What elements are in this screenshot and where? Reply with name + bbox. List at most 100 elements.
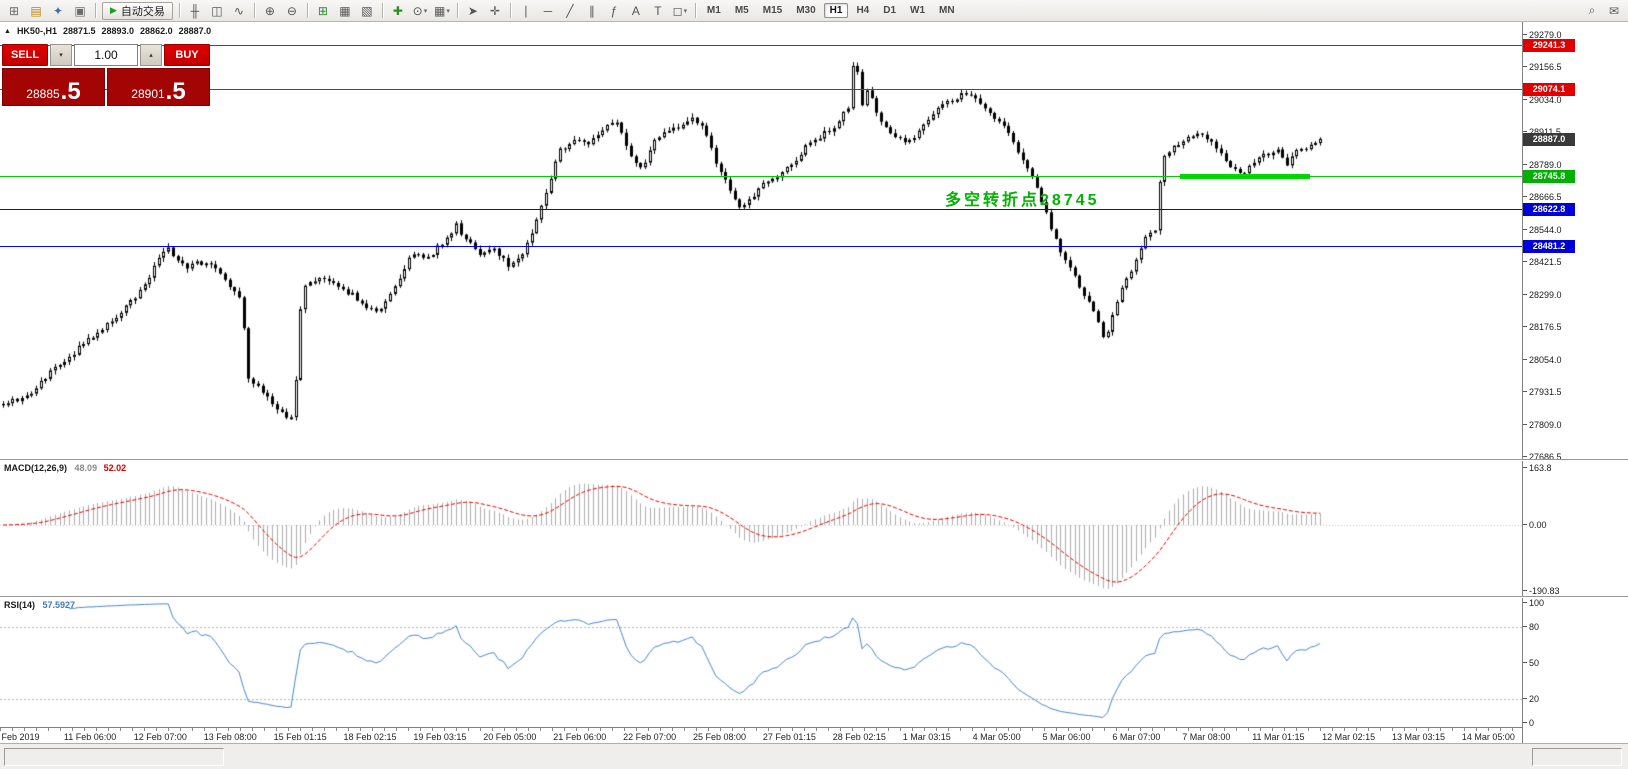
mail-icon[interactable]: ✉ <box>1608 3 1620 18</box>
zoom-out-icon[interactable]: ⊖ <box>286 3 297 18</box>
templates-icon[interactable]: ▦ ▾ <box>433 3 450 18</box>
one-click-trading-panel: SELL ▾ ▴ BUY 28885.5 28901.5 <box>2 44 210 106</box>
market-watch-icon[interactable]: ▤ <box>30 3 42 18</box>
label-icon[interactable]: T <box>654 3 662 18</box>
terminal-icon[interactable]: ▣ <box>74 3 86 18</box>
time-axis-label: 20 Feb 05:00 <box>483 732 537 742</box>
volume-up-button[interactable]: ▴ <box>140 44 162 66</box>
scale-tick-label: 0.00 <box>1523 520 1547 530</box>
toolbar-separator <box>456 3 458 18</box>
price-chart-canvas[interactable] <box>0 22 1522 459</box>
macd-indicator-label: MACD(12,26,9) 48.09 52.02 <box>4 463 126 473</box>
scale-tick-label: 29034.0 <box>1523 94 1562 105</box>
scale-tick-label: 28789.0 <box>1523 159 1562 170</box>
macd-name: MACD(12,26,9) <box>4 463 68 473</box>
sell-price-display[interactable]: 28885.5 <box>2 68 105 106</box>
line-chart-icon[interactable]: ∿ <box>233 3 244 18</box>
shapes-icon[interactable]: ◻ ▾ <box>672 3 688 18</box>
text-icon[interactable]: A <box>631 3 640 18</box>
close-value: 28887.0 <box>178 26 212 36</box>
scale-tick-label: 0 <box>1522 718 1535 728</box>
scale-tick-label: 20 <box>1522 694 1540 704</box>
autotrading-label: 自动交易 <box>120 5 165 18</box>
macd-indicator-canvas[interactable] <box>0 461 1522 596</box>
toolbar-separator <box>694 3 696 18</box>
low-value: 28862.0 <box>140 26 173 36</box>
horizontal-line-icon[interactable]: ─ <box>543 3 553 18</box>
arrange-windows-icon[interactable]: ▧ <box>361 3 373 18</box>
channel-icon[interactable]: ∥ <box>588 3 595 18</box>
indicators-icon[interactable]: ✚ <box>392 3 403 18</box>
timeframe-m5[interactable]: M5 <box>729 3 755 18</box>
macd-main-value: 48.09 <box>74 463 98 473</box>
resistance-line-29241[interactable] <box>0 45 1522 46</box>
timeframe-m15[interactable]: M15 <box>757 3 788 18</box>
time-axis-label: 21 Feb 06:00 <box>553 732 607 742</box>
pivot-annotation-text[interactable]: 多空转折点28745 <box>945 192 1100 209</box>
chart-ohlc-header: ▲ HK50-,H1 28871.5 28893.0 28862.0 28887… <box>4 26 211 36</box>
cursor-icon[interactable]: ➤ <box>467 3 478 18</box>
toolbar-separator <box>95 3 96 18</box>
symbol-period-label: HK50-,H1 <box>16 26 57 36</box>
trade-prices-row: 28885.5 28901.5 <box>2 68 210 106</box>
price-scale[interactable]: 29279.0 29156.5 29034.0 28911.5 28789.0 28666… <box>1522 22 1628 743</box>
support-line-28481[interactable] <box>0 246 1522 247</box>
vertical-line-icon[interactable]: ∣ <box>522 3 529 18</box>
time-axis-label: 11 Feb 06:00 <box>63 732 117 742</box>
scale-tick-label: 80 <box>1522 622 1540 632</box>
open-value: 28871.5 <box>62 26 96 36</box>
time-axis-label: 1 Mar 03:15 <box>902 732 951 742</box>
bar-chart-icon[interactable]: ╫ <box>190 3 200 18</box>
timeframe-m30[interactable]: M30 <box>790 3 821 18</box>
timeframe-h1[interactable]: H1 <box>823 3 849 18</box>
timeframe-h4[interactable]: H4 <box>850 3 875 18</box>
rsi-indicator-canvas[interactable] <box>0 598 1522 727</box>
support-line-28622[interactable] <box>0 209 1522 210</box>
autotrading-button[interactable]: ▶ 自动交易 <box>102 1 173 20</box>
new-order-icon[interactable]: ⊞ <box>8 3 20 18</box>
time-axis-label: 5 Mar 06:00 <box>1042 732 1091 742</box>
time-axis-label: 13 Feb 08:00 <box>203 732 257 742</box>
time-axis[interactable]: 8 Feb 2019 11 Feb 06:00 12 Feb 07:00 13 Feb… <box>0 727 1522 743</box>
time-axis-label: 22 Feb 07:00 <box>623 732 677 742</box>
search-icon[interactable]: ⌕ <box>1588 3 1596 17</box>
scale-tick-label: 27931.5 <box>1523 387 1562 398</box>
resistance-line-29074-label: 29074.1 <box>1523 83 1575 96</box>
time-axis-label: 13 Mar 03:15 <box>1392 732 1446 742</box>
buy-price-main: 28901 <box>131 87 165 101</box>
sell-button[interactable]: SELL <box>2 44 48 66</box>
scale-tick-label: 28911.5 <box>1523 126 1561 138</box>
volume-input[interactable] <box>74 44 138 66</box>
trendline-icon[interactable]: ╱ <box>566 3 574 18</box>
buy-button[interactable]: BUY <box>164 44 210 66</box>
pane-splitter[interactable] <box>0 459 1628 461</box>
zoom-in-icon[interactable]: ⊕ <box>264 3 275 18</box>
time-axis-label: 12 Mar 02:15 <box>1322 732 1376 742</box>
tile-windows-icon[interactable]: ⊞ <box>317 3 328 18</box>
timeframe-mn[interactable]: MN <box>933 3 961 18</box>
toolbar-right-group: ⌕ ✉ <box>1581 2 1625 20</box>
resistance-line-29074[interactable] <box>0 89 1522 90</box>
navigator-icon[interactable]: ✦ <box>52 3 64 18</box>
volume-down-button[interactable]: ▾ <box>50 44 72 66</box>
time-axis-label: 15 Feb 01:15 <box>273 732 327 742</box>
timeframe-m1[interactable]: M1 <box>701 3 727 18</box>
macd-signal-value: 52.02 <box>103 463 127 473</box>
pane-splitter[interactable] <box>0 596 1628 598</box>
high-value: 28893.0 <box>101 26 135 36</box>
time-axis-label: 11 Mar 01:15 <box>1252 732 1305 742</box>
fibonacci-icon[interactable]: ƒ <box>610 3 618 18</box>
timeframe-d1[interactable]: D1 <box>877 3 902 18</box>
timeframe-w1[interactable]: W1 <box>904 3 931 18</box>
crosshair-icon[interactable]: ✛ <box>489 3 500 18</box>
pivot-line-28745[interactable] <box>0 176 1522 177</box>
periods-icon[interactable]: ⊙ ▾ <box>412 3 428 18</box>
time-axis-label: 12 Feb 07:00 <box>133 732 187 742</box>
toolbar-separator <box>178 3 180 18</box>
candlestick-icon[interactable]: ◫ <box>211 3 223 18</box>
cascade-windows-icon[interactable]: ▦ <box>339 3 351 18</box>
status-bar <box>0 743 1628 769</box>
time-axis-label: 19 Feb 03:15 <box>413 732 467 742</box>
buy-price-display[interactable]: 28901.5 <box>107 68 210 106</box>
